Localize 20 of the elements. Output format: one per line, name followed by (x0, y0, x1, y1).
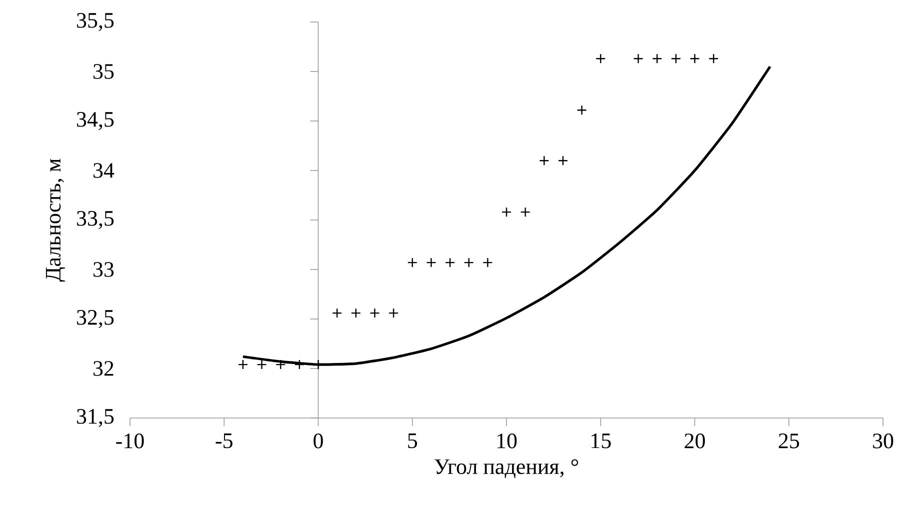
x-tick-label: 30 (873, 434, 894, 448)
y-tick-label: 35,5 (77, 13, 114, 31)
x-axis-title: Угол падения, ° (434, 459, 578, 478)
x-tick-label: -5 (216, 434, 232, 448)
y-tick-label: 32 (94, 361, 114, 376)
y-tick-label: 31,5 (77, 409, 114, 427)
y-tick-label: 34,5 (77, 112, 114, 130)
x-tick-label: 5 (408, 434, 418, 448)
x-tick-label: 25 (778, 434, 800, 448)
y-tick-label: 35 (94, 64, 114, 79)
x-tick-label: 20 (684, 434, 705, 448)
x-tick-label: 15 (592, 434, 611, 448)
y-axis-title: Дальность, м (46, 158, 66, 282)
y-tick-label: 33 (94, 262, 114, 277)
x-tick-label: 0 (314, 434, 323, 448)
y-tick-label: 32,5 (77, 310, 114, 328)
y-tick-label: 33,5 (77, 211, 114, 229)
y-tick-label: 34 (94, 163, 114, 178)
x-tick-label: -10 (116, 434, 144, 448)
x-tick-label: 10 (497, 434, 517, 448)
